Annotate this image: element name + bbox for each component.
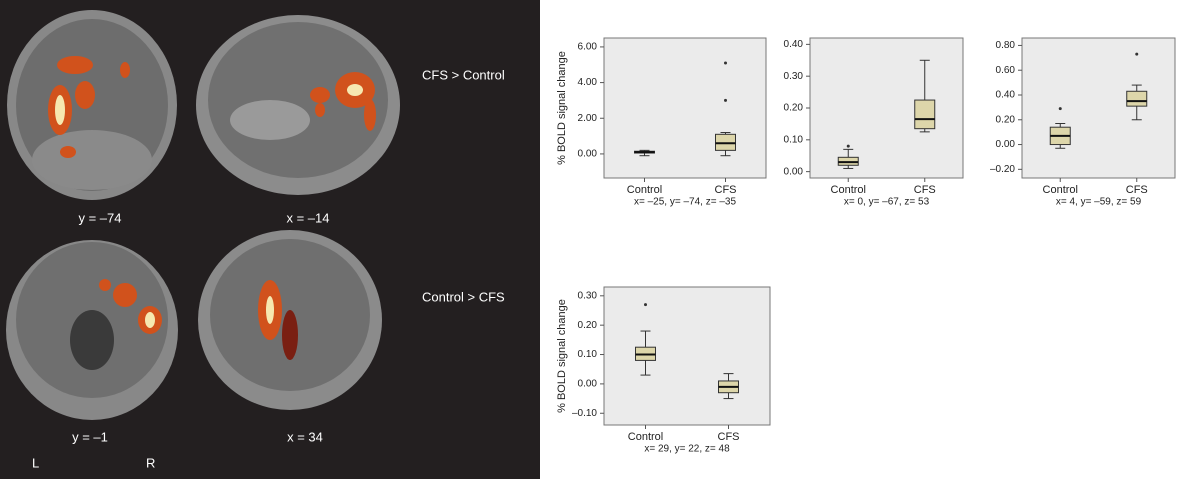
outlier xyxy=(1135,53,1138,56)
y-axis-label: % BOLD signal change xyxy=(556,299,568,413)
slice-label: y = –1 xyxy=(72,429,108,444)
x-axis-label: x= 4, y= –59, z= 59 xyxy=(1056,197,1142,208)
side-label: L xyxy=(32,455,39,470)
y-tick-label: 6.00 xyxy=(578,42,598,53)
x-axis-label: x= –25, y= –74, z= –35 xyxy=(634,197,736,208)
y-tick-label: 0.00 xyxy=(578,379,598,390)
x-tick-label: Control xyxy=(1043,184,1078,196)
plot-area xyxy=(1022,38,1175,178)
x-axis-label: x= 0, y= –67, z= 53 xyxy=(844,197,930,208)
slice-label: x = 34 xyxy=(287,429,323,444)
plot-area xyxy=(810,38,963,178)
x-tick-label: CFS xyxy=(914,184,936,196)
y-tick-label: 0.80 xyxy=(996,40,1016,51)
y-tick-label: 0.40 xyxy=(784,39,804,50)
box xyxy=(1127,91,1147,106)
y-tick-label: 0.00 xyxy=(996,139,1016,150)
y-tick-label: 0.20 xyxy=(996,114,1016,125)
y-tick-label: 0.10 xyxy=(578,349,598,360)
box xyxy=(915,100,935,129)
y-tick-label: –0.20 xyxy=(990,164,1015,175)
y-tick-label: 0.40 xyxy=(996,90,1016,101)
outlier xyxy=(724,99,727,102)
outlier xyxy=(847,145,850,148)
x-tick-label: CFS xyxy=(1126,184,1148,196)
y-tick-label: 0.20 xyxy=(784,103,804,114)
figure: y = –74 x = –14 CFS > Control y = –1 x =… xyxy=(0,0,1186,479)
x-tick-label: Control xyxy=(628,431,663,443)
x-tick-label: CFS xyxy=(718,431,740,443)
y-tick-label: 2.00 xyxy=(578,113,598,124)
y-tick-label: 0.00 xyxy=(784,166,804,177)
y-tick-label: 4.00 xyxy=(578,77,598,88)
x-tick-label: CFS xyxy=(715,184,737,196)
slice-label: y = –74 xyxy=(78,210,121,225)
outlier xyxy=(1059,107,1062,110)
x-axis-label: x= 29, y= 22, z= 48 xyxy=(644,444,730,455)
y-tick-label: –0.10 xyxy=(572,408,597,419)
y-tick-label: 0.30 xyxy=(578,290,598,301)
y-tick-label: 0.10 xyxy=(784,134,804,145)
y-tick-label: 0.00 xyxy=(578,149,598,160)
side-label: R xyxy=(146,455,155,470)
y-axis-label: % BOLD signal change xyxy=(556,51,568,165)
y-tick-label: 0.60 xyxy=(996,65,1016,76)
slice-label: x = –14 xyxy=(286,210,329,225)
plot-area xyxy=(604,287,770,425)
contrast-label: CFS > Control xyxy=(422,67,505,82)
plot-area xyxy=(604,38,766,178)
x-tick-label: Control xyxy=(831,184,866,196)
y-tick-label: 0.20 xyxy=(578,320,598,331)
contrast-label: Control > CFS xyxy=(422,289,505,304)
y-tick-label: 0.30 xyxy=(784,71,804,82)
outlier xyxy=(724,61,727,64)
x-tick-label: Control xyxy=(627,184,662,196)
outlier xyxy=(644,303,647,306)
